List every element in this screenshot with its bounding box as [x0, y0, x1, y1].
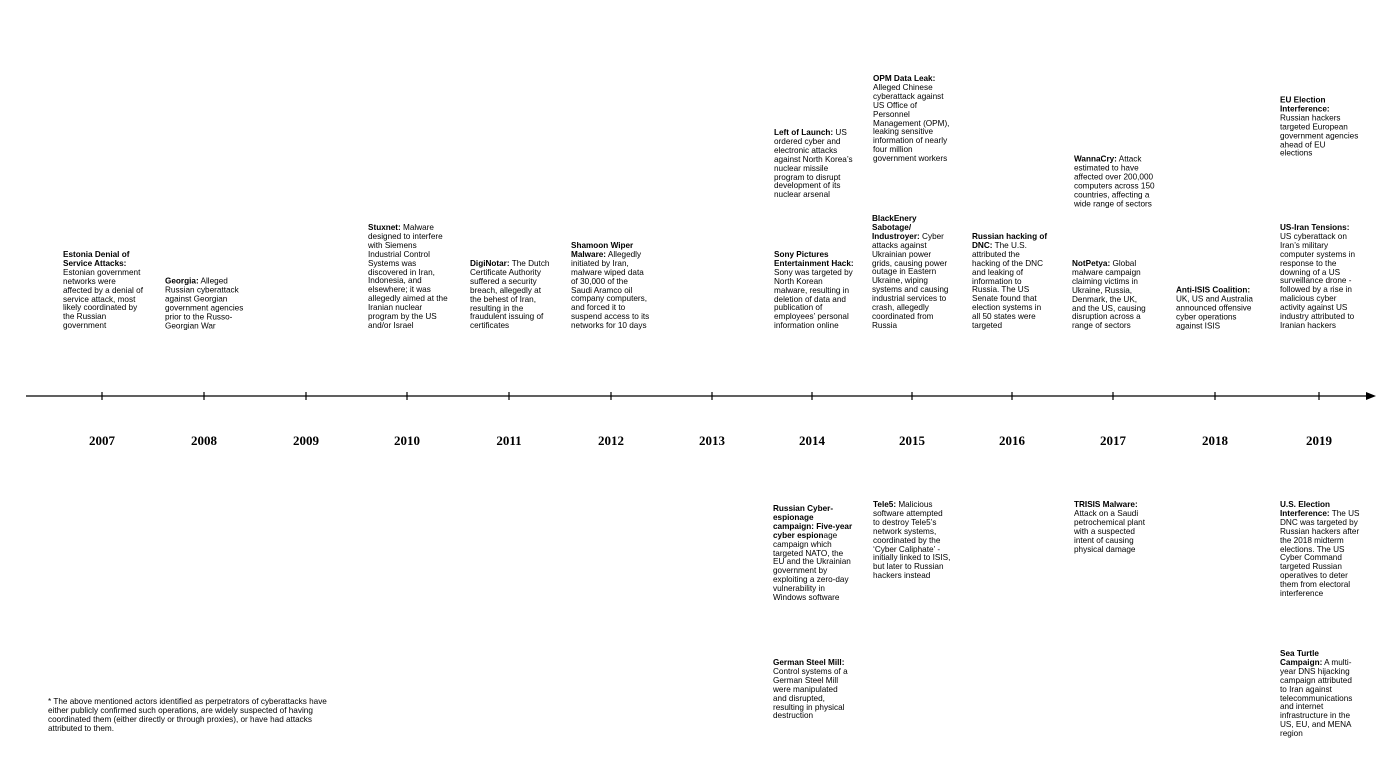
year-label-2016: 2016: [999, 433, 1025, 448]
event-opm: OPM Data Leak: Alleged Chinese cyberatta…: [873, 73, 950, 164]
event-russian-espionage: Russian Cyber-espionage campaign: Five-y…: [773, 504, 853, 603]
event-tele5: Tele5: Malicious software attempted to d…: [873, 500, 951, 581]
year-label-2012: 2012: [598, 433, 624, 448]
year-label-2017: 2017: [1100, 433, 1126, 448]
event-anti-isis: Anti-ISIS Coalition: UK, US and Australi…: [1176, 285, 1253, 331]
event-blackenergy: BlackEnery Sabotage/ Industroyer: Cyber …: [872, 214, 949, 331]
year-label-2015: 2015: [899, 433, 925, 448]
footnote: * The above mentioned actors identified …: [48, 697, 327, 733]
event-sony: Sony Pictures Entertainment Hack: Sony w…: [774, 249, 854, 331]
event-trisis: TRISIS Malware: Attack on a Saudi petroc…: [1074, 500, 1145, 554]
event-us-iran: US-Iran Tensions: US cyberattack on Iran…: [1280, 223, 1356, 331]
year-label-2009: 2009: [293, 433, 319, 448]
event-sea-turtle: Sea Turtle Campaign: A multi-year DNS hi…: [1280, 649, 1353, 739]
event-dnc: Russian hacking of DNC: The U.S. attribu…: [972, 232, 1048, 331]
year-label-2018: 2018: [1202, 433, 1228, 448]
event-estonia: Estonia Denial of Service Attacks: Eston…: [63, 249, 143, 331]
event-wannacry: WannaCry: Attack estimated to have affec…: [1074, 154, 1155, 209]
year-ticks: [101, 392, 1320, 400]
event-eu-election: EU Election Interference: Russian hacker…: [1280, 95, 1359, 159]
year-label-2007: 2007: [89, 433, 115, 448]
year-label-2008: 2008: [191, 433, 217, 448]
year-label-2010: 2010: [394, 433, 420, 448]
event-georgia: Georgia: Alleged Russian cyberattack aga…: [165, 276, 244, 331]
year-label-2019: 2019: [1306, 433, 1332, 448]
year-label-2011: 2011: [496, 433, 522, 448]
timeline-arrowhead: [1366, 392, 1376, 400]
event-notpetya: NotPetya: Global malware campaign claimi…: [1072, 258, 1146, 331]
year-label-2014: 2014: [799, 433, 825, 448]
event-us-election: U.S. Election Interference: The US DNC w…: [1280, 500, 1360, 599]
event-left-of-launch: Left of Launch: US ordered cyber and ele…: [774, 127, 853, 200]
event-german-steel: German Steel Mill: Control systems of a …: [773, 658, 848, 721]
event-stuxnet: Stuxnet: Malware designed to interfere w…: [368, 223, 448, 331]
event-diginotar: DigiNotar: The Dutch Certificate Authori…: [470, 258, 550, 331]
event-shamoon: Shamoon Wiper Malware: Allegedly initiat…: [571, 240, 650, 331]
year-label-2013: 2013: [699, 433, 725, 448]
